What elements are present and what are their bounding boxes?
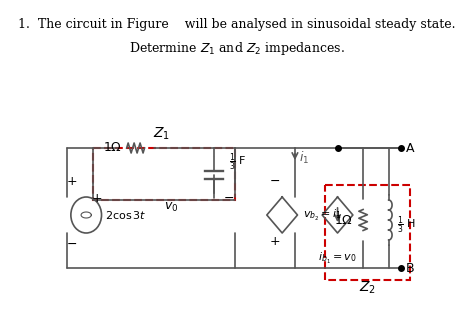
- Text: $Z_1$: $Z_1$: [153, 126, 170, 142]
- Text: Determine $Z_1$ and $Z_2$ impedances.: Determine $Z_1$ and $Z_2$ impedances.: [129, 40, 345, 57]
- Text: −: −: [270, 175, 281, 188]
- Text: −: −: [223, 192, 234, 205]
- Text: 1.  The circuit in Figure    will be analysed in sinusoidal steady state.: 1. The circuit in Figure will be analyse…: [18, 18, 456, 31]
- Text: +: +: [92, 192, 102, 205]
- Text: −: −: [66, 238, 77, 251]
- Text: $Z_2$: $Z_2$: [359, 280, 376, 296]
- Text: +: +: [66, 175, 77, 188]
- Text: B: B: [406, 261, 414, 274]
- Text: $1\Omega$: $1\Omega$: [103, 141, 122, 154]
- Text: +: +: [270, 235, 281, 248]
- Text: A: A: [406, 141, 414, 154]
- Text: $1\Omega$: $1\Omega$: [334, 214, 353, 226]
- Text: $\frac{1}{3}$ H: $\frac{1}{3}$ H: [397, 214, 416, 236]
- Text: $v_0$: $v_0$: [164, 201, 179, 214]
- Text: $\frac{1}{3}$ F: $\frac{1}{3}$ F: [229, 151, 247, 173]
- Text: $i_{b_1} = v_0$: $i_{b_1} = v_0$: [318, 251, 357, 266]
- Text: $v_{b_2} = i_1$: $v_{b_2} = i_1$: [302, 208, 341, 222]
- Text: $i_1$: $i_1$: [299, 150, 310, 166]
- Text: $2\cos 3t$: $2\cos 3t$: [105, 209, 146, 221]
